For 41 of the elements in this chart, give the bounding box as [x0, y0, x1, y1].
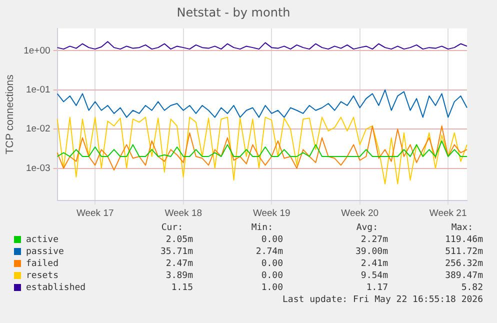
- text: 39.00m: [355, 246, 388, 258]
- x-tick-label: Week 21: [429, 208, 467, 219]
- text: 2.27m: [360, 234, 388, 246]
- text: Min:: [251, 222, 273, 234]
- text: 2.41m: [360, 258, 388, 270]
- text: Cur:: [161, 222, 183, 234]
- y-axis-title: TCP connections: [4, 74, 16, 154]
- text: Avg:: [356, 222, 378, 234]
- chart-title: Netstat - by month: [176, 5, 290, 20]
- text: 1.17: [366, 282, 388, 294]
- y-tick-label: 1e-01: [26, 84, 50, 96]
- text: 2.47m: [166, 258, 193, 270]
- x-tick-label: Week 20: [341, 208, 379, 219]
- x-tick-label: Week 17: [76, 208, 114, 219]
- text: 0.00: [261, 258, 283, 270]
- text: 9.54m: [360, 270, 388, 282]
- text: 3.89m: [166, 270, 193, 282]
- text: 5.82: [461, 282, 483, 294]
- legend-label: failed: [26, 258, 59, 270]
- text: 0.00: [261, 234, 283, 246]
- text: 0.00: [261, 270, 283, 282]
- text: Max:: [451, 222, 473, 234]
- y-tick-label: 1e-02: [26, 124, 50, 135]
- text: 256.32m: [445, 258, 483, 270]
- text: 511.72m: [445, 246, 483, 258]
- y-tick-label: 1e-03: [26, 162, 50, 174]
- text: 1.15: [171, 282, 193, 294]
- text: 389.47m: [445, 270, 483, 282]
- text: Last update: Fri May 22 16:55:18 2026: [282, 294, 483, 306]
- legend-label: passive: [26, 246, 64, 258]
- x-tick-label: Week 18: [164, 208, 202, 219]
- legend-label: active: [26, 234, 59, 246]
- text: 35.71m: [160, 246, 193, 258]
- legend-label: established: [26, 282, 86, 294]
- y-tick-label: 1e+00: [24, 45, 50, 56]
- x-tick-label: Week 19: [252, 208, 290, 219]
- text: 119.46m: [445, 234, 483, 246]
- text: 2.74m: [256, 246, 283, 258]
- legend-label: resets: [26, 270, 59, 282]
- text: 1.00: [261, 282, 283, 294]
- text: 2.05m: [166, 234, 193, 246]
